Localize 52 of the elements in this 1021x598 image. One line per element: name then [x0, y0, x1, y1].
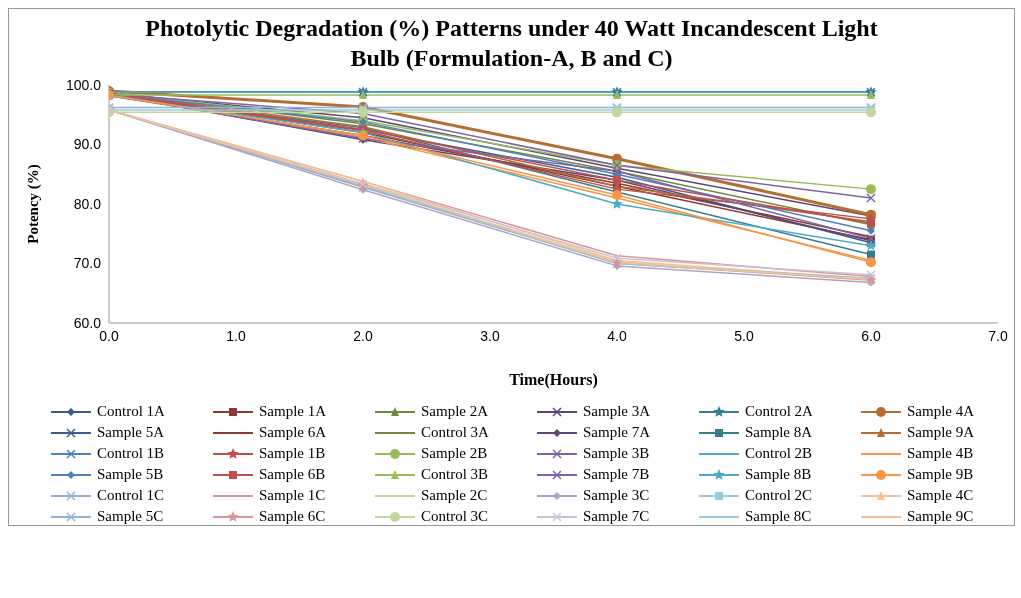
legend-label: Control 2A [745, 403, 813, 420]
legend-label: Sample 7C [583, 508, 650, 525]
legend-label: Sample 1B [259, 445, 326, 462]
legend-label: Control 1B [97, 445, 165, 462]
legend-label: Control 1A [97, 403, 165, 420]
legend-label: Control 2C [745, 487, 813, 504]
x-axis-title: Time(Hours) [509, 371, 598, 389]
legend-label: Sample 6B [259, 466, 326, 483]
legend-label: Control 3A [421, 424, 489, 441]
legend-label: Control 1C [97, 487, 165, 504]
legend-label: Sample 2A [421, 403, 489, 420]
legend-label: Sample 2C [421, 487, 488, 504]
x-tick-label: 7.0 [988, 327, 1008, 344]
legend-label: Sample 9C [907, 508, 974, 525]
y-tick-label: 80.0 [73, 195, 102, 212]
legend-label: Control 3B [421, 466, 489, 483]
legend-label: Sample 4C [907, 487, 974, 504]
legend-label: Sample 5A [97, 424, 165, 441]
x-tick-label: 1.0 [226, 327, 246, 344]
legend-label: Sample 7B [583, 466, 650, 483]
x-tick-label: 3.0 [480, 327, 500, 344]
legend-label: Sample 8B [745, 466, 812, 483]
x-tick-label: 6.0 [861, 327, 881, 344]
x-tick-label: 4.0 [607, 327, 627, 344]
legend-label: Sample 4A [907, 403, 975, 420]
legend-label: Sample 7A [583, 424, 651, 441]
legend-label: Control 3C [421, 508, 489, 525]
legend-label: Sample 5B [97, 466, 164, 483]
legend-label: Sample 6A [259, 424, 327, 441]
x-tick-label: 5.0 [734, 327, 754, 344]
legend-label: Sample 3C [583, 487, 650, 504]
y-axis-title: Potency (%) [25, 164, 43, 244]
legend-label: Sample 4B [907, 445, 974, 462]
legend-label: Sample 3A [583, 403, 651, 420]
legend-label: Sample 2B [421, 445, 488, 462]
legend-label: Control 2B [745, 445, 813, 462]
legend-label: Sample 9A [907, 424, 975, 441]
legend-label: Sample 8C [745, 508, 812, 525]
x-tick-label: 2.0 [353, 327, 373, 344]
y-tick-label: 90.0 [73, 136, 102, 153]
chart-title: Photolytic Degradation (%) Patterns under 40 Watt Incandescent Light Bulb (Formulation-A, B and C) [144, 14, 879, 73]
legend-label: Sample 1C [259, 487, 326, 504]
legend-label: Sample 3B [583, 445, 650, 462]
y-tick-label: 100.0 [65, 76, 102, 93]
legend-label: Sample 5C [97, 508, 164, 525]
y-tick-label: 60.0 [73, 314, 102, 331]
legend-label: Sample 9B [907, 466, 974, 483]
legend-label: Sample 6C [259, 508, 326, 525]
x-tick-label: 0.0 [99, 327, 119, 344]
y-tick-label: 70.0 [73, 255, 102, 272]
legend-label: Sample 1A [259, 403, 327, 420]
legend-label: Sample 8A [745, 424, 813, 441]
